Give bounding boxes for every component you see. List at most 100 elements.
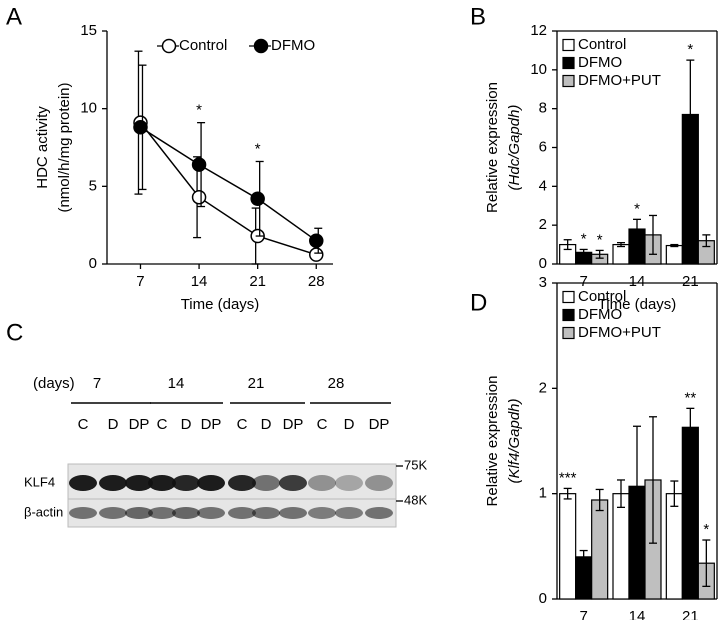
- x-tick-label: 7: [579, 608, 587, 620]
- significance-label: *: [597, 231, 603, 248]
- panel-letter: B: [470, 3, 486, 30]
- significance-label: **: [684, 389, 696, 406]
- marker: [191, 189, 207, 205]
- lane-label: C: [237, 416, 248, 433]
- marker: [191, 157, 207, 172]
- band: [125, 507, 153, 519]
- band: [197, 507, 225, 519]
- y-tick-label: 8: [539, 100, 547, 117]
- size-marker: 48K: [404, 492, 427, 507]
- y-tick-label: 10: [530, 61, 547, 78]
- bar: [612, 243, 630, 265]
- lane-label: C: [317, 416, 328, 433]
- marker: [309, 233, 324, 248]
- x-tick-label: 14: [629, 273, 646, 290]
- x-tick-label: 14: [629, 608, 646, 620]
- significance-label: *: [581, 230, 587, 247]
- day-label: 14: [168, 375, 185, 392]
- x-tick-label: 7: [579, 273, 587, 290]
- lane-label: DP: [369, 416, 390, 433]
- series-line: [140, 126, 317, 242]
- significance-label: *: [687, 41, 693, 58]
- significance-label: *: [703, 521, 709, 538]
- x-tick-label: 7: [136, 273, 144, 290]
- y-tick-label: 0: [89, 255, 97, 272]
- band: [279, 475, 307, 491]
- series-line: [139, 122, 317, 256]
- legend-swatch: [562, 326, 575, 340]
- band: [69, 475, 97, 491]
- legend-label: DFMO: [578, 306, 622, 323]
- legend-label: DFMO: [271, 37, 315, 54]
- significance-label: *: [255, 140, 261, 157]
- marker: [309, 247, 324, 262]
- lane-label: D: [261, 416, 272, 433]
- y-axis-label: HDC activity: [34, 106, 51, 189]
- significance-label: *: [634, 200, 640, 217]
- band: [99, 475, 127, 491]
- band: [365, 507, 393, 519]
- x-tick-label: 21: [249, 273, 266, 290]
- band: [228, 475, 256, 491]
- band: [125, 475, 153, 491]
- band: [252, 507, 280, 519]
- band: [365, 475, 393, 491]
- legend-swatch: [562, 290, 575, 304]
- band: [252, 475, 280, 491]
- bar: [612, 493, 630, 600]
- x-tick-label: 21: [682, 273, 699, 290]
- x-tick-label: 28: [308, 273, 325, 290]
- y-tick-label: 15: [80, 22, 97, 39]
- legend-swatch: [562, 56, 575, 70]
- legend-label: Control: [578, 36, 626, 53]
- x-axis-label: Time (days): [181, 296, 260, 313]
- lane-label: D: [344, 416, 355, 433]
- legend-swatch: [562, 308, 575, 322]
- legend-label: Control: [179, 37, 227, 54]
- x-axis-label: Time (days): [598, 296, 677, 313]
- band: [69, 507, 97, 519]
- band: [279, 507, 307, 519]
- band: [148, 507, 176, 519]
- lane-label: C: [78, 416, 89, 433]
- bar: [665, 244, 683, 265]
- x-tick-label: 14: [191, 273, 208, 290]
- y-tick-label: 0: [539, 255, 547, 272]
- y-tick-label: 12: [530, 22, 547, 39]
- legend-label: DFMO+PUT: [578, 72, 661, 89]
- significance-label: ***: [559, 469, 577, 486]
- band: [197, 475, 225, 491]
- marker: [250, 191, 265, 207]
- y-tick-label: 2: [539, 216, 547, 233]
- significance-label: *: [196, 102, 202, 119]
- legend-swatch: [562, 38, 575, 52]
- band: [99, 507, 127, 519]
- day-label: 28: [328, 375, 345, 392]
- lane-label: D: [108, 416, 119, 433]
- marker: [133, 120, 148, 135]
- band: [335, 475, 363, 491]
- bar: [665, 493, 683, 600]
- y-axis-label: Relative expression: [484, 376, 501, 507]
- y-tick-label: 1: [539, 485, 547, 502]
- row-label: β-actin: [24, 504, 63, 519]
- y-tick-label: 3: [539, 274, 547, 291]
- y-axis-label: (Hdc/Gapdh): [506, 105, 523, 191]
- lane-label: C: [157, 416, 168, 433]
- legend-swatch: [562, 74, 575, 88]
- y-tick-label: 2: [539, 379, 547, 396]
- band: [148, 475, 176, 491]
- size-marker: 75K: [404, 457, 427, 472]
- x-tick-label: 21: [682, 608, 699, 620]
- band: [172, 475, 200, 491]
- legend-label: DFMO: [578, 54, 622, 71]
- y-tick-label: 6: [539, 138, 547, 155]
- bar: [681, 426, 699, 600]
- legend-label: DFMO+PUT: [578, 324, 661, 341]
- y-axis-label: Relative expression: [484, 82, 501, 213]
- y-tick-label: 4: [539, 177, 547, 194]
- row-label: KLF4: [24, 474, 55, 489]
- panel-letter: C: [6, 319, 23, 346]
- legend-marker: [253, 38, 269, 54]
